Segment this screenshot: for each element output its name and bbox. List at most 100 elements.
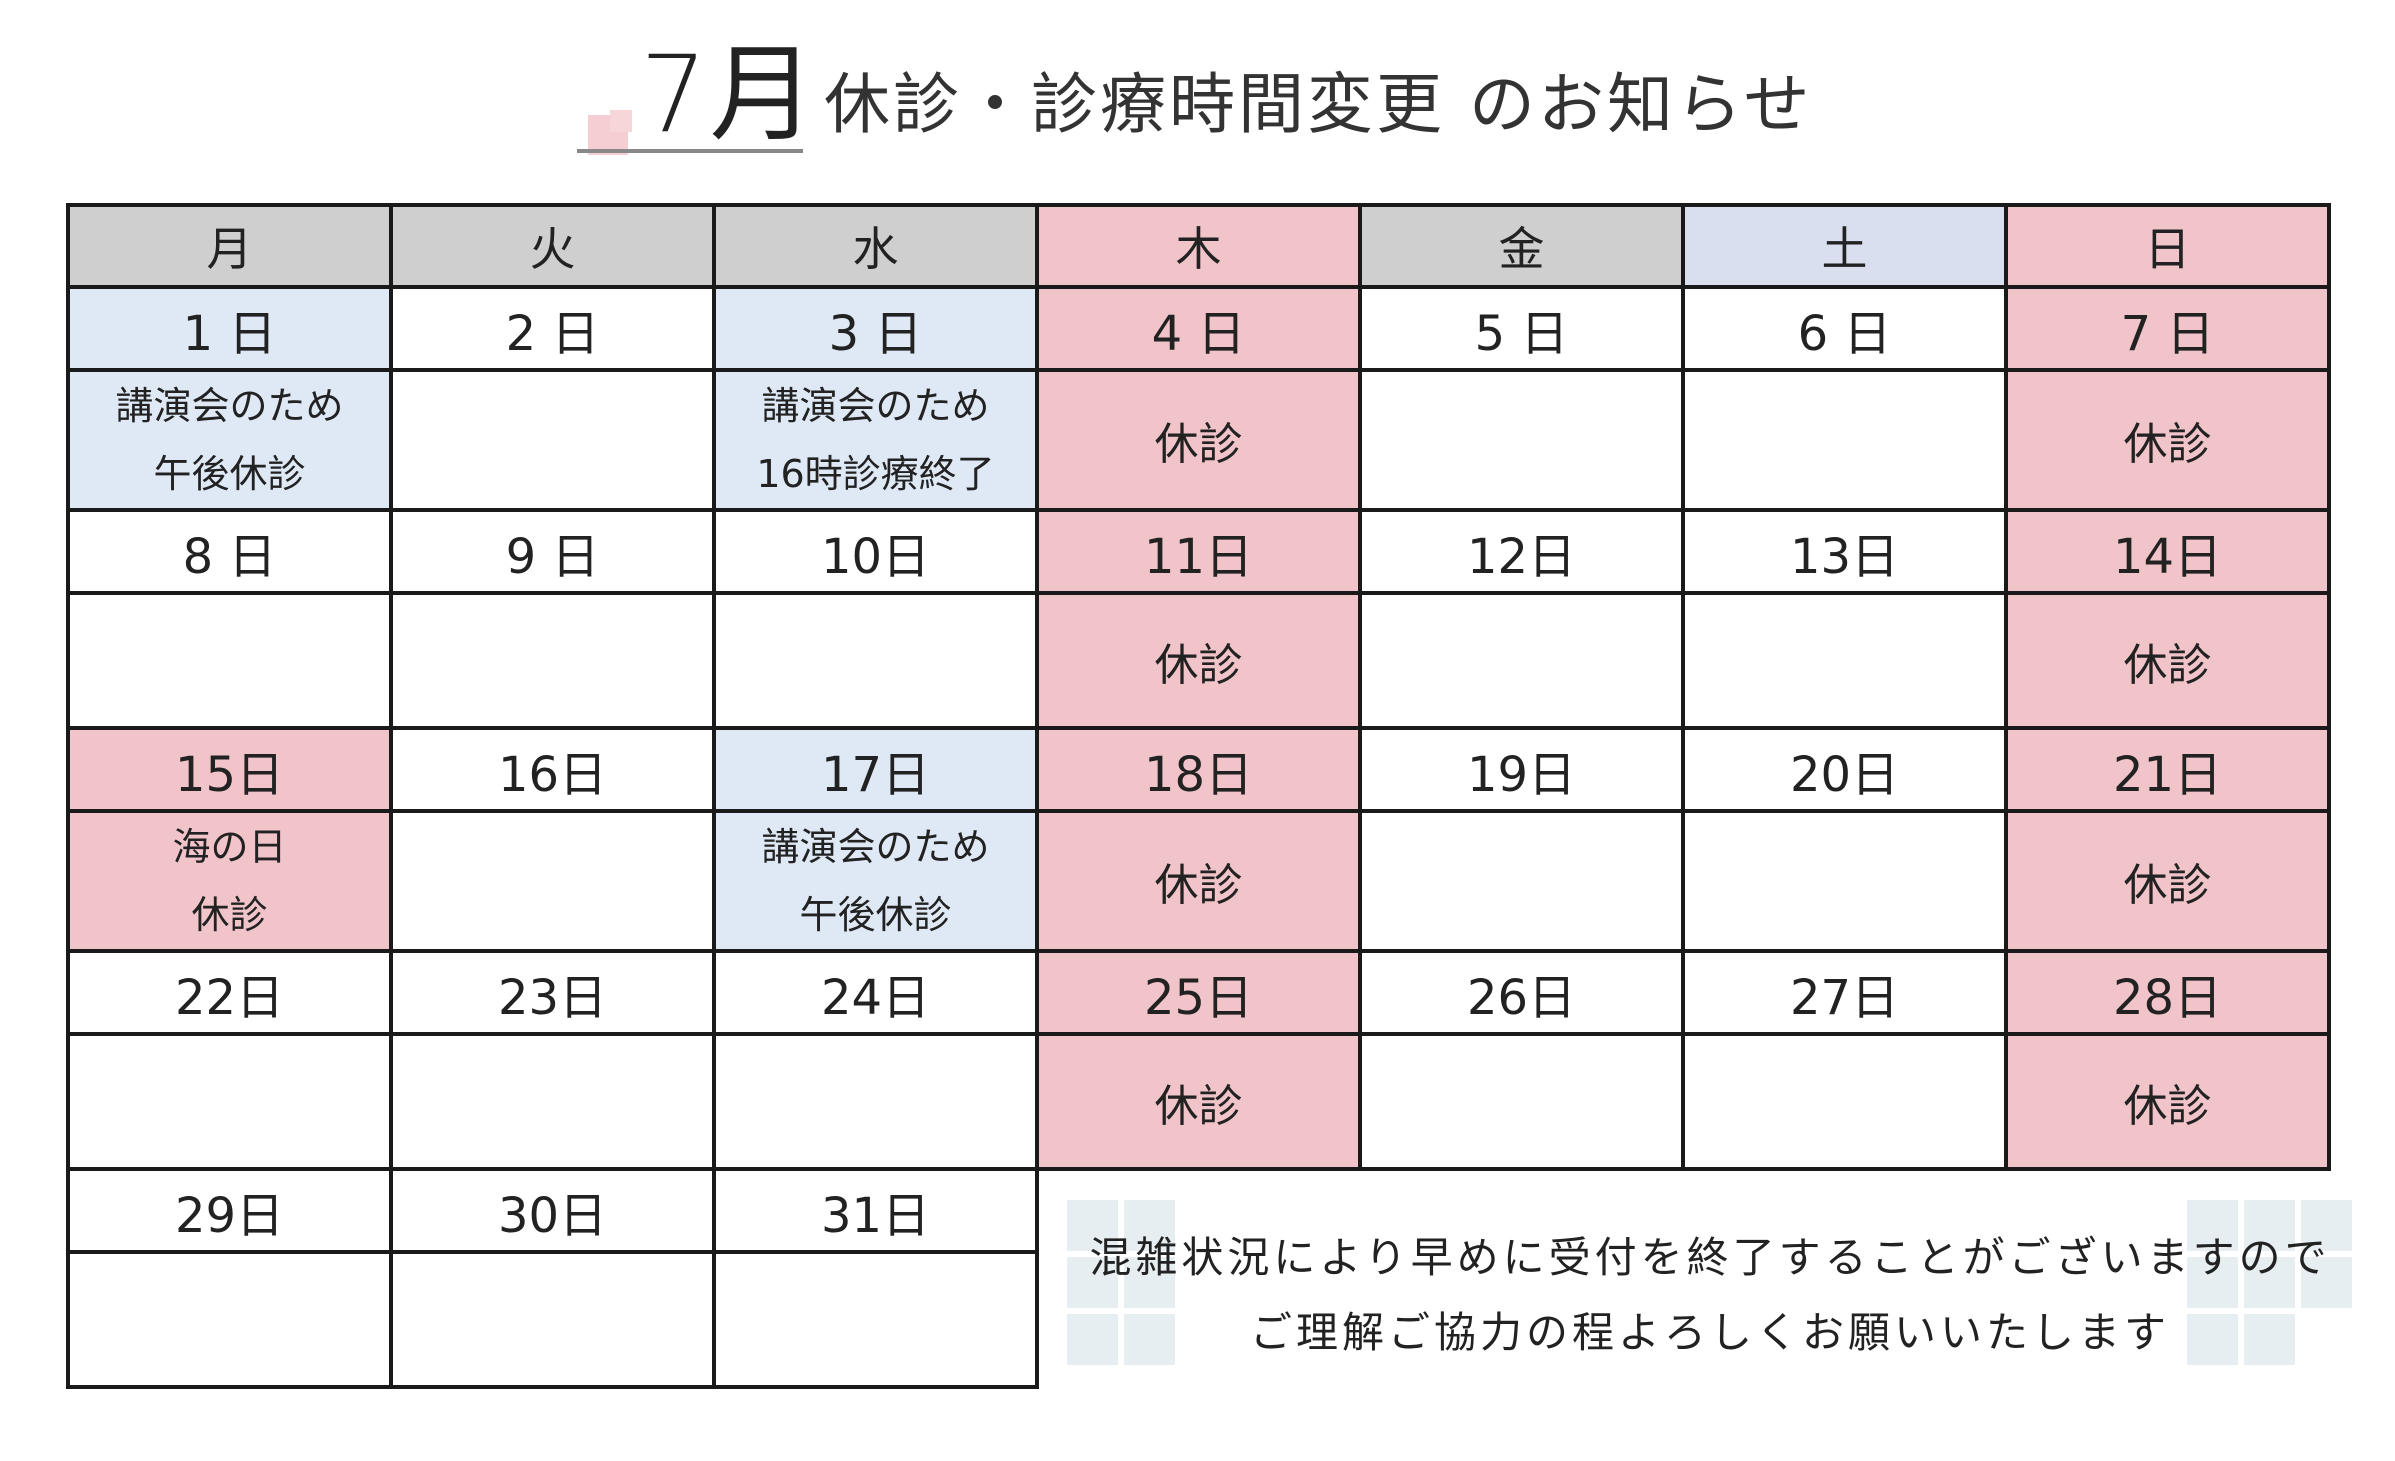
decorative-square bbox=[1067, 1200, 1118, 1251]
title-area: 7月 休診・診療時間変更 のお知らせ bbox=[0, 30, 2395, 170]
decorative-square bbox=[1124, 1200, 1175, 1251]
date-cell: 27日 bbox=[1681, 949, 2008, 1036]
decorative-square bbox=[2301, 1257, 2352, 1308]
note-cell bbox=[1681, 591, 2008, 730]
note-text: 休診 bbox=[1154, 860, 1243, 911]
weekday-header-cell: 火 bbox=[389, 203, 716, 289]
notice-line-2: ご理解ご協力の程よろしくお願いいたします bbox=[1249, 1308, 2170, 1357]
date-cell: 21日 bbox=[2004, 726, 2331, 813]
date-cell: 2 日 bbox=[389, 285, 716, 372]
decorative-square bbox=[2244, 1314, 2295, 1365]
note-cell: 講演会のため 午後休診 bbox=[66, 368, 393, 512]
date-cell: 14日 bbox=[2004, 508, 2331, 595]
note-cell bbox=[1358, 591, 1685, 730]
title-month: 7月 bbox=[640, 33, 818, 156]
note-cell: 休診 bbox=[2004, 368, 2331, 512]
note-cell: 休診 bbox=[1035, 591, 1362, 730]
decorative-square bbox=[1124, 1314, 1175, 1365]
note-text: 休診 bbox=[2123, 860, 2212, 911]
note-text: 16時診療終了 bbox=[756, 452, 995, 496]
page-title: 休診・診療時間変更 のお知らせ bbox=[824, 66, 1813, 143]
date-cell: 3 日 bbox=[712, 285, 1039, 372]
note-cell bbox=[389, 1250, 716, 1389]
decorative-square bbox=[1124, 1257, 1175, 1308]
note-cell bbox=[1358, 809, 1685, 953]
note-row: 休診 休診 bbox=[66, 1032, 2331, 1171]
decorative-square bbox=[2187, 1314, 2238, 1365]
title-underline bbox=[577, 149, 803, 153]
note-row: 海の日 休診 講演会のため 午後休診 休診 休診 bbox=[66, 809, 2331, 953]
note-cell: 海の日 休診 bbox=[66, 809, 393, 953]
note-cell bbox=[1358, 1032, 1685, 1171]
decorative-square bbox=[2187, 1257, 2238, 1308]
date-cell: 16日 bbox=[389, 726, 716, 813]
note-cell bbox=[1681, 809, 2008, 953]
date-row: 22日 23日 24日 25日 26日 27日 28日 bbox=[66, 949, 2331, 1036]
note-text: 休診 bbox=[1154, 639, 1243, 691]
decorative-square bbox=[1067, 1257, 1118, 1308]
notice-background-decoration bbox=[1067, 1200, 2352, 1370]
note-cell: 講演会のため 16時診療終了 bbox=[712, 368, 1039, 512]
note-text: 午後休診 bbox=[153, 452, 306, 496]
date-cell: 9 日 bbox=[389, 508, 716, 595]
note-cell: 講演会のため 午後休診 bbox=[712, 809, 1039, 953]
date-cell: 28日 bbox=[2004, 949, 2331, 1036]
title-decoration-small bbox=[610, 110, 632, 132]
decorative-square bbox=[1067, 1314, 1118, 1365]
date-cell: 23日 bbox=[389, 949, 716, 1036]
weekday-header-cell: 水 bbox=[712, 203, 1039, 289]
note-text: 講演会のため bbox=[115, 384, 344, 428]
note-cell bbox=[389, 368, 716, 512]
note-cell: 休診 bbox=[2004, 591, 2331, 730]
note-text: 休診 bbox=[2123, 639, 2212, 691]
note-cell bbox=[66, 1250, 393, 1389]
note-cell bbox=[389, 809, 716, 953]
notice-line-1: 混雑状況により早めに受付を終了することがございますので bbox=[1089, 1233, 2331, 1282]
date-cell: 6 日 bbox=[1681, 285, 2008, 372]
date-cell: 1 日 bbox=[66, 285, 393, 372]
note-cell: 休診 bbox=[2004, 1032, 2331, 1171]
date-cell: 18日 bbox=[1035, 726, 1362, 813]
date-cell: 5 日 bbox=[1358, 285, 1685, 372]
note-cell bbox=[389, 1032, 716, 1171]
note-text: 休診 bbox=[2123, 1080, 2212, 1132]
date-cell: 22日 bbox=[66, 949, 393, 1036]
date-cell: 11日 bbox=[1035, 508, 1362, 595]
note-text: 海の日 bbox=[172, 825, 287, 869]
date-cell: 17日 bbox=[712, 726, 1039, 813]
note-cell bbox=[66, 1032, 393, 1171]
note-cell bbox=[712, 1250, 1039, 1389]
date-cell: 12日 bbox=[1358, 508, 1685, 595]
note-text: 講演会のため bbox=[761, 825, 990, 869]
note-text: 休診 bbox=[1154, 1080, 1243, 1132]
date-cell: 30日 bbox=[389, 1167, 716, 1254]
weekday-header-cell: 金 bbox=[1358, 203, 1685, 289]
note-text: 休診 bbox=[2123, 419, 2212, 470]
date-cell: 4 日 bbox=[1035, 285, 1362, 372]
note-row: 休診 休診 bbox=[66, 591, 2331, 730]
date-cell: 25日 bbox=[1035, 949, 1362, 1036]
date-cell: 10日 bbox=[712, 508, 1039, 595]
date-cell: 24日 bbox=[712, 949, 1039, 1036]
weekday-header-cell: 日 bbox=[2004, 203, 2331, 289]
date-cell: 13日 bbox=[1681, 508, 2008, 595]
weekday-header-row: 月火水木金土日 bbox=[66, 203, 2331, 289]
note-cell bbox=[1681, 368, 2008, 512]
note-cell: 休診 bbox=[2004, 809, 2331, 953]
note-text: 休診 bbox=[1154, 419, 1243, 470]
note-text: 休診 bbox=[191, 893, 268, 937]
date-cell: 31日 bbox=[712, 1167, 1039, 1254]
date-row: 29日 30日 31日 bbox=[66, 1167, 2329, 1254]
weekday-header-cell: 木 bbox=[1035, 203, 1362, 289]
note-cell bbox=[1681, 1032, 2008, 1171]
decorative-square bbox=[2244, 1200, 2295, 1251]
date-cell: 26日 bbox=[1358, 949, 1685, 1036]
weekday-header-cell: 土 bbox=[1681, 203, 2008, 289]
note-cell bbox=[712, 1032, 1039, 1171]
note-cell bbox=[389, 591, 716, 730]
note-cell bbox=[66, 591, 393, 730]
note-cell: 休診 bbox=[1035, 809, 1362, 953]
